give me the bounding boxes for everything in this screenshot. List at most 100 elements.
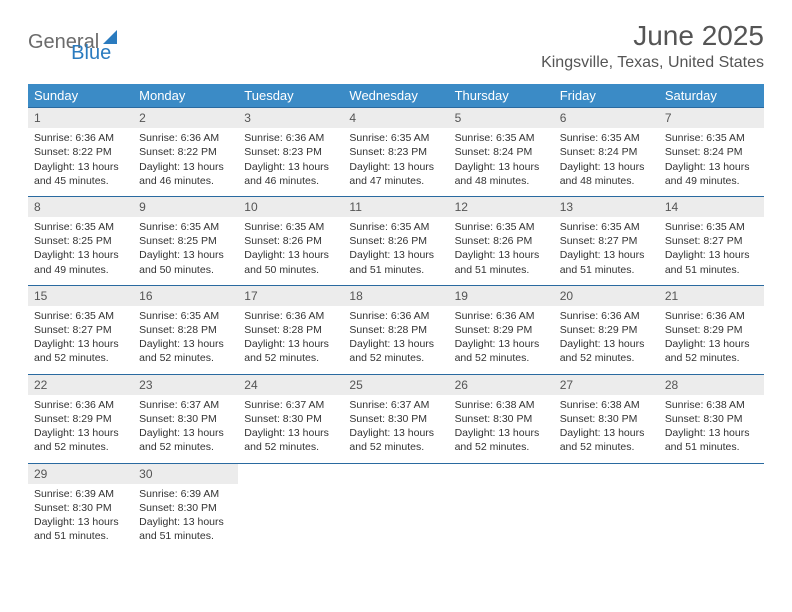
daylight-text: Daylight: 13 hours (244, 426, 337, 440)
day-number: 11 (343, 197, 448, 217)
sunrise-text: Sunrise: 6:36 AM (560, 309, 653, 323)
sunset-text: Sunset: 8:29 PM (34, 412, 127, 426)
daylight-text: and 52 minutes. (665, 351, 758, 365)
daylight-text: and 52 minutes. (244, 351, 337, 365)
daylight-text: and 45 minutes. (34, 174, 127, 188)
day-cell: 21Sunrise: 6:36 AMSunset: 8:29 PMDayligh… (659, 285, 764, 374)
day-cell: 22Sunrise: 6:36 AMSunset: 8:29 PMDayligh… (28, 374, 133, 463)
day-body: Sunrise: 6:35 AMSunset: 8:27 PMDaylight:… (659, 217, 764, 285)
day-cell: 29Sunrise: 6:39 AMSunset: 8:30 PMDayligh… (28, 463, 133, 551)
sunset-text: Sunset: 8:29 PM (560, 323, 653, 337)
daylight-text: Daylight: 13 hours (139, 160, 232, 174)
sunrise-text: Sunrise: 6:36 AM (665, 309, 758, 323)
sunset-text: Sunset: 8:26 PM (455, 234, 548, 248)
day-number: 30 (133, 464, 238, 484)
week-row: 8Sunrise: 6:35 AMSunset: 8:25 PMDaylight… (28, 196, 764, 285)
daylight-text: and 47 minutes. (349, 174, 442, 188)
day-number: 19 (449, 286, 554, 306)
sunset-text: Sunset: 8:29 PM (455, 323, 548, 337)
daylight-text: and 50 minutes. (244, 263, 337, 277)
day-cell: 26Sunrise: 6:38 AMSunset: 8:30 PMDayligh… (449, 374, 554, 463)
sunset-text: Sunset: 8:23 PM (349, 145, 442, 159)
daylight-text: and 52 minutes. (455, 440, 548, 454)
day-number: 15 (28, 286, 133, 306)
sunset-text: Sunset: 8:26 PM (349, 234, 442, 248)
day-cell (554, 463, 659, 551)
daylight-text: and 52 minutes. (455, 351, 548, 365)
daylight-text: and 51 minutes. (34, 529, 127, 543)
sunrise-text: Sunrise: 6:37 AM (139, 398, 232, 412)
sunrise-text: Sunrise: 6:35 AM (455, 131, 548, 145)
daylight-text: Daylight: 13 hours (139, 515, 232, 529)
sunset-text: Sunset: 8:24 PM (560, 145, 653, 159)
daylight-text: Daylight: 13 hours (560, 248, 653, 262)
daylight-text: Daylight: 13 hours (665, 426, 758, 440)
daylight-text: Daylight: 13 hours (455, 160, 548, 174)
sunrise-text: Sunrise: 6:35 AM (665, 220, 758, 234)
sunset-text: Sunset: 8:30 PM (139, 412, 232, 426)
sunrise-text: Sunrise: 6:35 AM (34, 220, 127, 234)
day-cell: 13Sunrise: 6:35 AMSunset: 8:27 PMDayligh… (554, 196, 659, 285)
daylight-text: Daylight: 13 hours (244, 248, 337, 262)
sunset-text: Sunset: 8:30 PM (139, 501, 232, 515)
daylight-text: and 51 minutes. (349, 263, 442, 277)
day-cell: 15Sunrise: 6:35 AMSunset: 8:27 PMDayligh… (28, 285, 133, 374)
day-number: 12 (449, 197, 554, 217)
day-number: 21 (659, 286, 764, 306)
day-body: Sunrise: 6:36 AMSunset: 8:28 PMDaylight:… (343, 306, 448, 374)
day-cell: 4Sunrise: 6:35 AMSunset: 8:23 PMDaylight… (343, 108, 448, 197)
sunrise-text: Sunrise: 6:35 AM (139, 309, 232, 323)
day-body: Sunrise: 6:36 AMSunset: 8:29 PMDaylight:… (659, 306, 764, 374)
sunset-text: Sunset: 8:28 PM (349, 323, 442, 337)
daylight-text: and 51 minutes. (665, 263, 758, 277)
sunrise-text: Sunrise: 6:38 AM (455, 398, 548, 412)
sunset-text: Sunset: 8:30 PM (34, 501, 127, 515)
sunrise-text: Sunrise: 6:35 AM (455, 220, 548, 234)
week-row: 1Sunrise: 6:36 AMSunset: 8:22 PMDaylight… (28, 108, 764, 197)
day-cell: 28Sunrise: 6:38 AMSunset: 8:30 PMDayligh… (659, 374, 764, 463)
day-body: Sunrise: 6:35 AMSunset: 8:28 PMDaylight:… (133, 306, 238, 374)
daylight-text: and 48 minutes. (560, 174, 653, 188)
day-body: Sunrise: 6:38 AMSunset: 8:30 PMDaylight:… (449, 395, 554, 463)
day-body: Sunrise: 6:37 AMSunset: 8:30 PMDaylight:… (133, 395, 238, 463)
sunset-text: Sunset: 8:27 PM (34, 323, 127, 337)
daylight-text: Daylight: 13 hours (34, 160, 127, 174)
day-number: 8 (28, 197, 133, 217)
day-body: Sunrise: 6:36 AMSunset: 8:29 PMDaylight:… (554, 306, 659, 374)
sunrise-text: Sunrise: 6:35 AM (349, 220, 442, 234)
daylight-text: Daylight: 13 hours (139, 248, 232, 262)
day-cell: 17Sunrise: 6:36 AMSunset: 8:28 PMDayligh… (238, 285, 343, 374)
day-body: Sunrise: 6:35 AMSunset: 8:25 PMDaylight:… (133, 217, 238, 285)
day-body: Sunrise: 6:38 AMSunset: 8:30 PMDaylight:… (554, 395, 659, 463)
sunset-text: Sunset: 8:30 PM (244, 412, 337, 426)
sunrise-text: Sunrise: 6:39 AM (34, 487, 127, 501)
daylight-text: Daylight: 13 hours (665, 337, 758, 351)
day-cell: 24Sunrise: 6:37 AMSunset: 8:30 PMDayligh… (238, 374, 343, 463)
day-body: Sunrise: 6:35 AMSunset: 8:24 PMDaylight:… (449, 128, 554, 196)
day-cell: 20Sunrise: 6:36 AMSunset: 8:29 PMDayligh… (554, 285, 659, 374)
day-body: Sunrise: 6:37 AMSunset: 8:30 PMDaylight:… (238, 395, 343, 463)
day-body: Sunrise: 6:38 AMSunset: 8:30 PMDaylight:… (659, 395, 764, 463)
daylight-text: Daylight: 13 hours (139, 426, 232, 440)
sunrise-text: Sunrise: 6:36 AM (139, 131, 232, 145)
day-number: 20 (554, 286, 659, 306)
sunset-text: Sunset: 8:27 PM (665, 234, 758, 248)
day-number: 23 (133, 375, 238, 395)
daylight-text: and 52 minutes. (34, 351, 127, 365)
sunset-text: Sunset: 8:30 PM (665, 412, 758, 426)
sunrise-text: Sunrise: 6:36 AM (244, 309, 337, 323)
sunrise-text: Sunrise: 6:35 AM (244, 220, 337, 234)
day-number: 2 (133, 108, 238, 128)
daylight-text: and 52 minutes. (560, 351, 653, 365)
daylight-text: and 52 minutes. (139, 351, 232, 365)
day-cell: 1Sunrise: 6:36 AMSunset: 8:22 PMDaylight… (28, 108, 133, 197)
day-number: 3 (238, 108, 343, 128)
month-title: June 2025 (541, 20, 764, 52)
sunrise-text: Sunrise: 6:38 AM (560, 398, 653, 412)
daylight-text: Daylight: 13 hours (139, 337, 232, 351)
day-body: Sunrise: 6:39 AMSunset: 8:30 PMDaylight:… (133, 484, 238, 552)
daylight-text: and 49 minutes. (665, 174, 758, 188)
sunset-text: Sunset: 8:22 PM (139, 145, 232, 159)
day-body: Sunrise: 6:36 AMSunset: 8:22 PMDaylight:… (28, 128, 133, 196)
sunrise-text: Sunrise: 6:35 AM (665, 131, 758, 145)
